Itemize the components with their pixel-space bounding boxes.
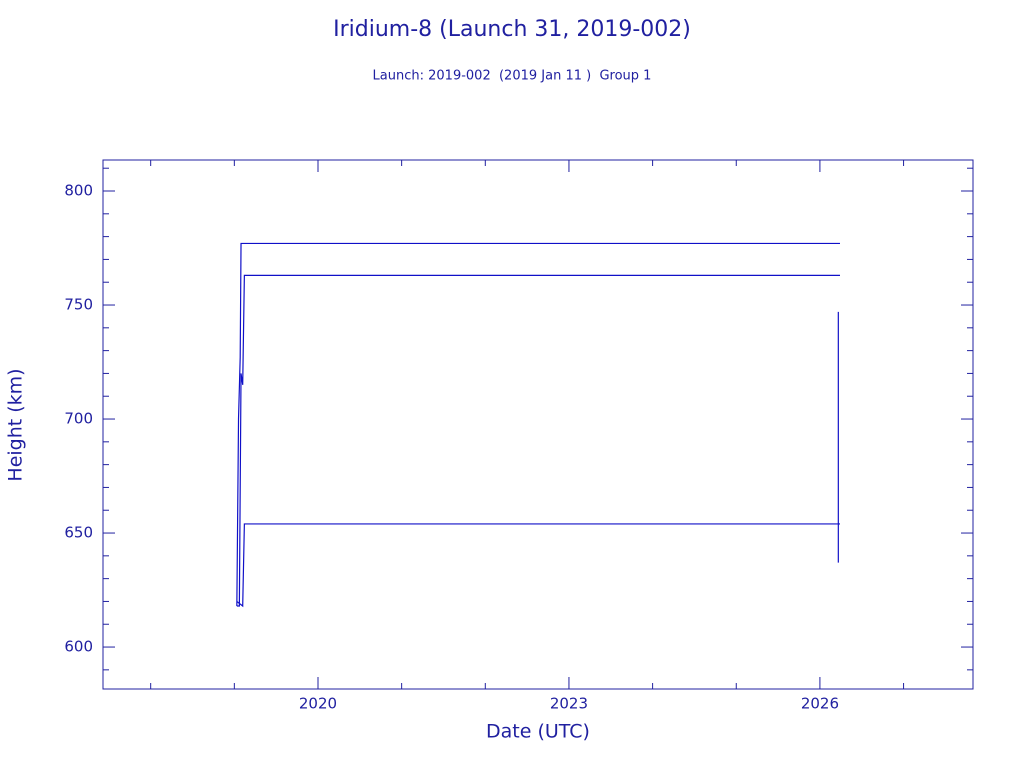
data-line xyxy=(236,523,840,608)
y-tick-label: 750 xyxy=(64,296,93,314)
plot-frame xyxy=(102,159,974,690)
x-tick-label: 2026 xyxy=(801,695,839,713)
chart-title: Iridium-8 (Launch 31, 2019-002) xyxy=(333,17,691,42)
data-line xyxy=(236,274,840,607)
chart-subtitle: Launch: 2019-002 (2019 Jan 11 ) Group 1 xyxy=(373,69,652,84)
x-tick-label: 2020 xyxy=(299,695,337,713)
y-tick-label: 800 xyxy=(64,182,93,200)
y-tick-label: 700 xyxy=(64,410,93,428)
y-tick-label: 600 xyxy=(64,638,93,656)
x-axis-label: Date (UTC) xyxy=(486,721,590,743)
x-tick-label: 2023 xyxy=(550,695,588,713)
y-tick-label: 650 xyxy=(64,524,93,542)
data-line xyxy=(236,242,840,607)
y-axis-label: Height (km) xyxy=(5,368,27,481)
